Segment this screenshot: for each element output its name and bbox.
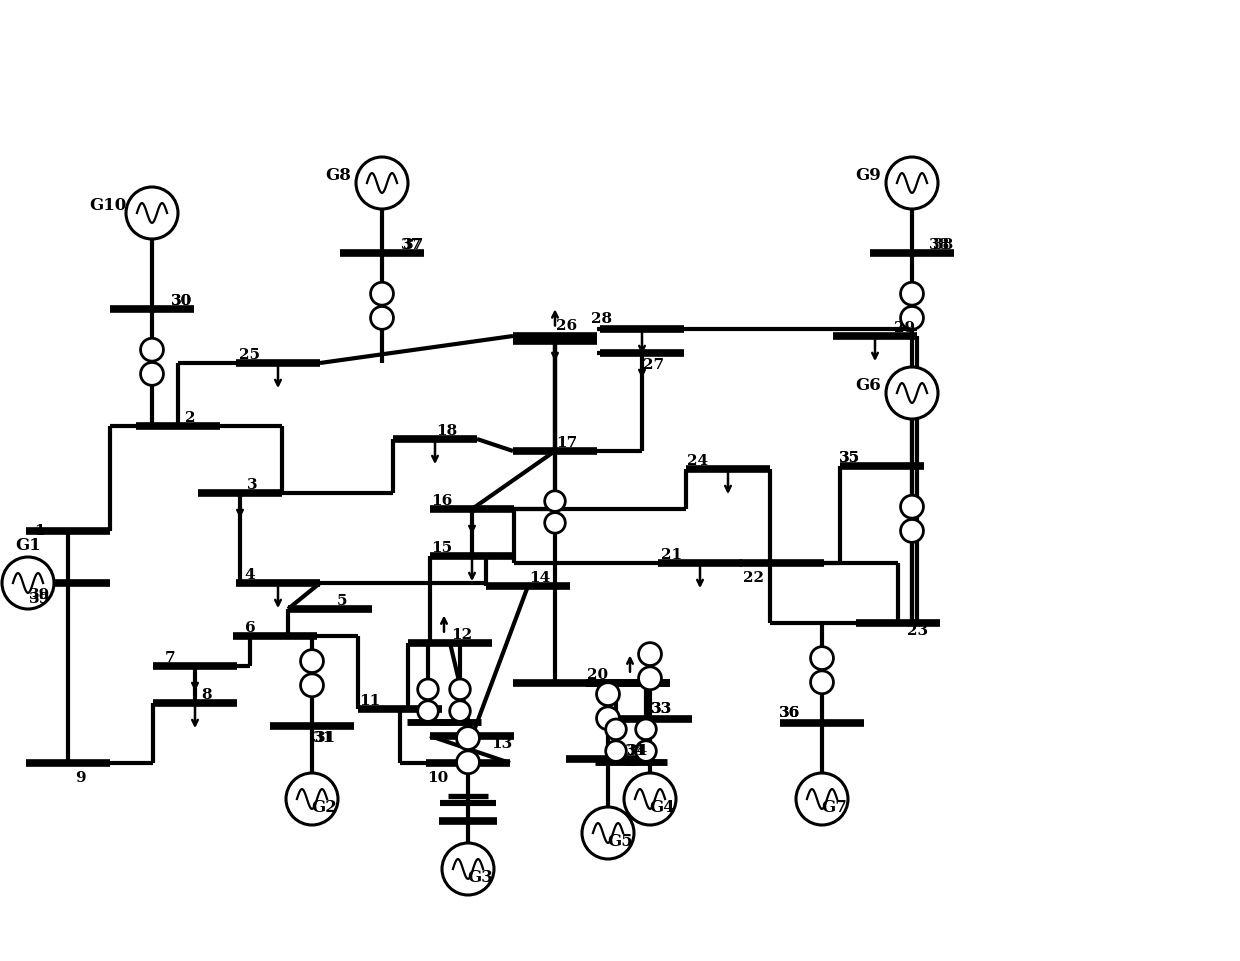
Text: 39: 39 — [30, 592, 51, 606]
Circle shape — [900, 283, 924, 306]
Circle shape — [286, 773, 339, 825]
Text: 30: 30 — [171, 294, 192, 308]
Text: 1: 1 — [35, 524, 46, 538]
Circle shape — [811, 671, 833, 694]
Text: 29: 29 — [894, 321, 915, 335]
Circle shape — [605, 719, 626, 740]
Text: 22: 22 — [744, 571, 765, 585]
Text: 35: 35 — [839, 451, 861, 465]
Circle shape — [2, 557, 55, 609]
Text: G4: G4 — [649, 799, 675, 816]
Text: G7: G7 — [821, 799, 847, 816]
Text: 2: 2 — [185, 411, 195, 425]
Text: 27: 27 — [644, 358, 665, 372]
Circle shape — [450, 701, 470, 722]
Text: 6: 6 — [244, 621, 255, 635]
Text: 24: 24 — [687, 454, 708, 468]
Text: 23: 23 — [908, 624, 929, 638]
Text: 26: 26 — [557, 319, 578, 333]
Circle shape — [140, 362, 164, 385]
Text: 8: 8 — [202, 688, 212, 702]
Circle shape — [596, 682, 620, 705]
Text: 37: 37 — [402, 238, 423, 252]
Text: 35: 35 — [839, 451, 861, 465]
Text: G10: G10 — [89, 196, 126, 213]
Text: 15: 15 — [432, 541, 453, 555]
Text: G8: G8 — [325, 166, 351, 184]
Text: 28: 28 — [591, 312, 613, 326]
Text: G9: G9 — [856, 166, 880, 184]
Circle shape — [582, 807, 634, 859]
Text: 33: 33 — [651, 702, 672, 716]
Text: 20: 20 — [588, 668, 609, 682]
Text: 33: 33 — [651, 702, 672, 716]
Text: 14: 14 — [529, 571, 551, 585]
Circle shape — [126, 187, 179, 239]
Text: 38: 38 — [929, 238, 951, 252]
Circle shape — [624, 773, 676, 825]
Text: 17: 17 — [557, 436, 578, 450]
Circle shape — [300, 650, 324, 673]
Text: 16: 16 — [432, 494, 453, 508]
Circle shape — [456, 751, 480, 774]
Circle shape — [796, 773, 848, 825]
Circle shape — [811, 647, 833, 670]
Circle shape — [639, 667, 661, 690]
Circle shape — [900, 307, 924, 330]
Circle shape — [887, 157, 937, 209]
Circle shape — [418, 701, 438, 722]
Circle shape — [450, 679, 470, 700]
Text: 3: 3 — [247, 478, 258, 492]
Circle shape — [441, 843, 494, 895]
Circle shape — [456, 727, 480, 750]
Text: 31: 31 — [315, 731, 336, 745]
Text: G5: G5 — [608, 832, 632, 850]
Circle shape — [596, 707, 620, 729]
Circle shape — [371, 307, 393, 330]
Text: 10: 10 — [428, 771, 449, 785]
Circle shape — [300, 674, 324, 697]
Circle shape — [887, 367, 937, 419]
Circle shape — [356, 157, 408, 209]
Text: 18: 18 — [436, 424, 458, 438]
Circle shape — [605, 741, 626, 761]
Circle shape — [639, 643, 661, 666]
Text: 5: 5 — [337, 594, 347, 608]
Text: G2: G2 — [311, 799, 337, 816]
Text: 13: 13 — [491, 737, 512, 751]
Circle shape — [140, 338, 164, 361]
Circle shape — [900, 520, 924, 542]
Text: 30: 30 — [171, 294, 192, 308]
Text: 9: 9 — [74, 771, 86, 785]
Text: 11: 11 — [360, 694, 381, 708]
Circle shape — [900, 495, 924, 518]
Text: 21: 21 — [661, 548, 682, 562]
Circle shape — [636, 719, 656, 740]
Text: G1: G1 — [15, 536, 41, 554]
Circle shape — [636, 741, 656, 761]
Text: 31: 31 — [314, 731, 335, 745]
Circle shape — [371, 283, 393, 306]
Text: G6: G6 — [856, 377, 880, 393]
Text: 34: 34 — [627, 744, 649, 758]
Text: 7: 7 — [165, 651, 175, 665]
Text: 38: 38 — [934, 238, 955, 252]
Text: 36: 36 — [780, 706, 801, 720]
Text: 37: 37 — [403, 238, 424, 252]
Text: G3: G3 — [467, 869, 494, 885]
Text: 12: 12 — [451, 628, 472, 642]
Text: 39: 39 — [30, 588, 51, 602]
Text: 36: 36 — [780, 706, 801, 720]
Text: 25: 25 — [239, 348, 260, 362]
Circle shape — [544, 512, 565, 533]
Text: 4: 4 — [244, 568, 255, 582]
Circle shape — [544, 491, 565, 511]
Text: 34: 34 — [625, 744, 646, 758]
Circle shape — [418, 679, 438, 700]
